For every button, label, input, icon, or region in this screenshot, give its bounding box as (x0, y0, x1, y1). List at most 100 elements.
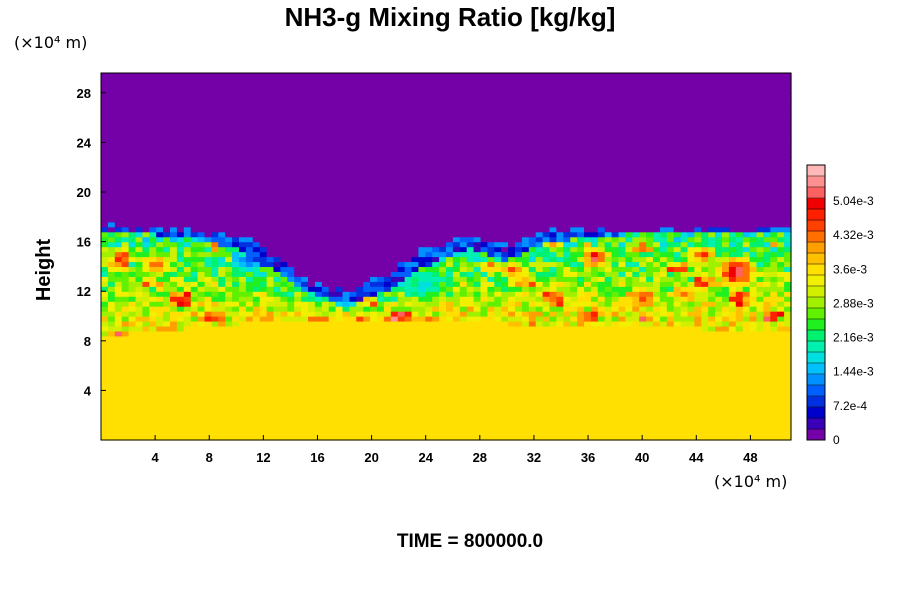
heatmap-cell (673, 355, 682, 362)
heatmap-cell (784, 246, 792, 253)
heatmap-cell (163, 400, 171, 406)
heatmap-cell (356, 266, 364, 272)
heatmap-cell (252, 355, 261, 362)
heatmap-cell (287, 415, 295, 421)
heatmap-cell (390, 375, 399, 382)
heatmap-cell (121, 301, 130, 307)
heatmap-cell (135, 350, 143, 357)
heatmap-cell (473, 370, 482, 377)
heatmap-cell (425, 420, 433, 426)
heatmap-cell (176, 435, 185, 441)
heatmap-cell (653, 415, 661, 421)
heatmap-cell (239, 320, 247, 327)
heatmap-cell (770, 311, 778, 317)
heatmap-cell (521, 196, 530, 203)
heatmap-cell (121, 365, 130, 372)
heatmap-cell (708, 425, 716, 431)
heatmap-cell (121, 206, 130, 213)
heatmap-cell (232, 246, 240, 253)
heatmap-cell (494, 286, 502, 292)
heatmap-cell (432, 306, 440, 312)
heatmap-cell (418, 316, 426, 322)
heatmap-cell (321, 325, 330, 332)
heatmap-cell (439, 301, 447, 307)
heatmap-cell (701, 355, 709, 362)
heatmap-cell (515, 226, 523, 233)
heatmap-cell (301, 226, 309, 233)
heatmap-cell (639, 380, 647, 387)
heatmap-cell (604, 226, 613, 233)
heatmap-cell (646, 335, 654, 342)
heatmap-cell (301, 345, 309, 352)
heatmap-cell (321, 345, 330, 352)
heatmap-cell (673, 335, 682, 342)
heatmap-cell (763, 231, 771, 238)
heatmap-cell (777, 246, 785, 253)
heatmap-cell (770, 211, 778, 218)
heatmap-cell (694, 261, 702, 268)
heatmap-cell (480, 271, 488, 277)
heatmap-cell (494, 320, 502, 327)
heatmap-cell (459, 415, 468, 421)
heatmap-cell (197, 410, 206, 416)
heatmap-cell (239, 375, 247, 382)
heatmap-cell (549, 206, 557, 213)
heatmap-cell (549, 201, 557, 208)
heatmap-cell (273, 320, 281, 327)
heatmap-cell (701, 400, 709, 406)
heatmap-cell (149, 400, 157, 406)
heatmap-cell (584, 301, 592, 307)
heatmap-cell (763, 420, 771, 426)
heatmap-cell (722, 390, 730, 396)
heatmap-cell (646, 370, 654, 377)
heatmap-cell (114, 360, 123, 367)
heatmap-cell (735, 360, 744, 367)
heatmap-cell (335, 395, 344, 401)
heatmap-cell (604, 350, 613, 357)
heatmap-cell (549, 256, 557, 263)
heatmap-cell (397, 221, 406, 228)
heatmap-cell (404, 291, 413, 297)
heatmap-cell (107, 261, 116, 268)
heatmap-cell (411, 415, 419, 421)
heatmap-cell (673, 350, 682, 357)
heatmap-cell (487, 231, 495, 238)
heatmap-cell (515, 330, 523, 337)
heatmap-cell (466, 365, 475, 372)
heatmap-cell (225, 311, 233, 317)
heatmap-cell (197, 286, 206, 292)
heatmap-cell (528, 410, 537, 416)
heatmap-cell (735, 380, 744, 387)
heatmap-cell (314, 211, 323, 218)
heatmap-cell (356, 241, 364, 248)
heatmap-cell (446, 390, 454, 396)
heatmap-cell (618, 231, 626, 238)
heatmap-cell (570, 286, 578, 292)
heatmap-cell (528, 380, 537, 387)
heatmap-cell (452, 365, 461, 372)
heatmap-cell (163, 380, 171, 387)
heatmap-cell (197, 390, 206, 396)
heatmap-cell (639, 261, 647, 268)
heatmap-cell (653, 410, 661, 416)
heatmap-cell (742, 206, 751, 213)
heatmap-cell (639, 311, 647, 317)
heatmap-cell (321, 370, 330, 377)
heatmap-cell (294, 231, 302, 238)
heatmap-cell (280, 430, 288, 436)
heatmap-cell (756, 350, 764, 357)
heatmap-cell (515, 216, 523, 223)
heatmap-cell (466, 231, 475, 238)
heatmap-cell (459, 335, 468, 342)
heatmap-cell (535, 350, 544, 357)
heatmap-cell (121, 410, 130, 416)
heatmap-cell (204, 206, 212, 213)
heatmap-cell (556, 380, 564, 387)
heatmap-cell (114, 420, 123, 426)
heatmap-cell (142, 251, 150, 258)
heatmap-cell (659, 296, 668, 302)
heatmap-cell (390, 236, 399, 243)
heatmap-cell (590, 221, 599, 228)
heatmap-cell (142, 261, 150, 268)
heatmap-cell (473, 430, 482, 436)
